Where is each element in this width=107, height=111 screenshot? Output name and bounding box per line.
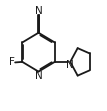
Text: N: N xyxy=(35,6,42,16)
Text: F: F xyxy=(9,57,15,67)
Text: N: N xyxy=(66,60,74,70)
Text: N: N xyxy=(35,71,42,81)
